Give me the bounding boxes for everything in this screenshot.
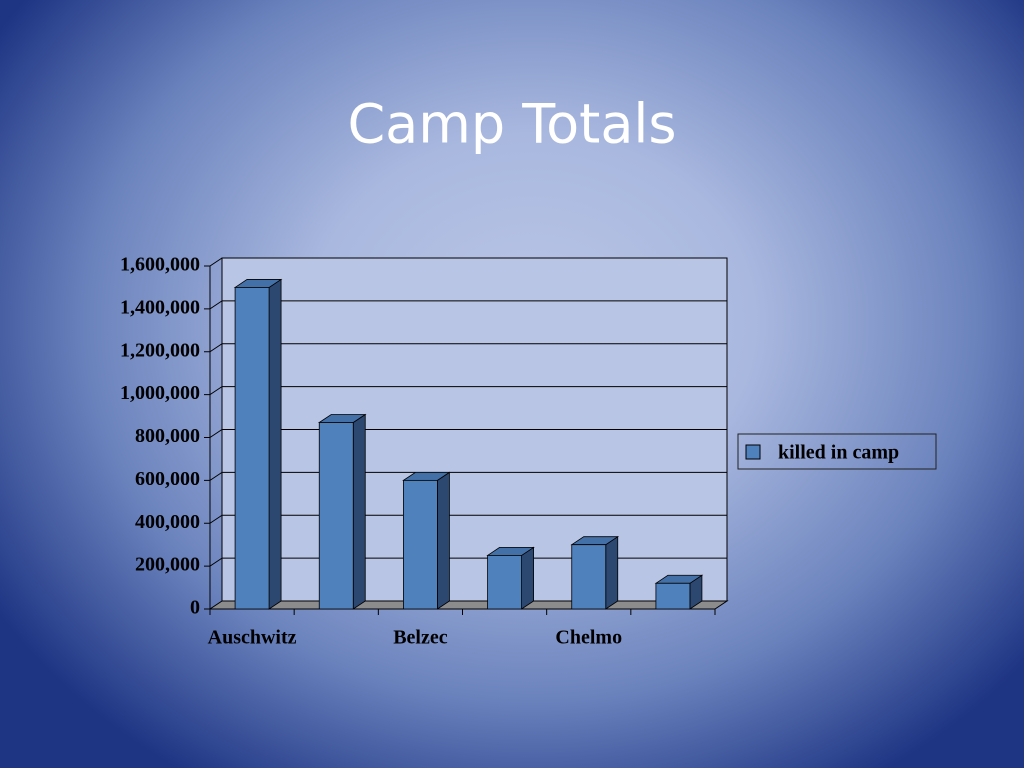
legend-swatch	[745, 444, 761, 460]
bar-front	[318, 422, 354, 610]
x-tick-label: Auschwitz	[208, 627, 297, 649]
bar	[402, 471, 451, 610]
grid-line-side	[209, 343, 223, 353]
chart-title: Camp Totals	[347, 93, 676, 156]
y-tick-label: 1,000,000	[120, 382, 200, 404]
bar-side	[521, 546, 534, 610]
y-tick-label: 1,200,000	[120, 339, 200, 361]
bar-side	[605, 535, 619, 610]
x-tick-label: Belzec	[393, 627, 448, 649]
bar	[486, 546, 535, 610]
grid-line-side	[209, 514, 223, 524]
y-tick-label: 1,400,000	[120, 296, 200, 318]
bar	[233, 278, 283, 610]
grid-line-side	[209, 300, 223, 310]
plot-floor	[208, 600, 729, 610]
bar-side	[352, 413, 366, 610]
y-tick-label: 0	[190, 597, 200, 619]
bar-front	[234, 287, 270, 610]
bar	[654, 574, 704, 610]
bar-side	[437, 471, 450, 610]
grid-line-side	[209, 471, 223, 481]
grid-line-side	[209, 257, 223, 267]
x-tick-label: Chelmo	[555, 627, 622, 649]
bar-front	[403, 479, 438, 610]
y-tick-label: 200,000	[135, 554, 200, 576]
bar-front	[655, 582, 691, 610]
y-tick-label: 400,000	[135, 511, 200, 533]
y-tick-label: 1,600,000	[120, 254, 200, 276]
bar-side	[268, 278, 282, 610]
y-tick-label: 600,000	[135, 468, 200, 490]
y-tick-label: 800,000	[135, 425, 200, 447]
grid-line-side	[209, 386, 223, 396]
grid-line-side	[209, 429, 223, 438]
bar-front	[571, 544, 607, 610]
bar	[317, 413, 367, 610]
grid-line-side	[209, 557, 223, 567]
legend-label: killed in camp	[778, 442, 899, 464]
legend-box	[737, 433, 937, 470]
bar	[570, 535, 620, 610]
bar-front	[487, 555, 522, 610]
